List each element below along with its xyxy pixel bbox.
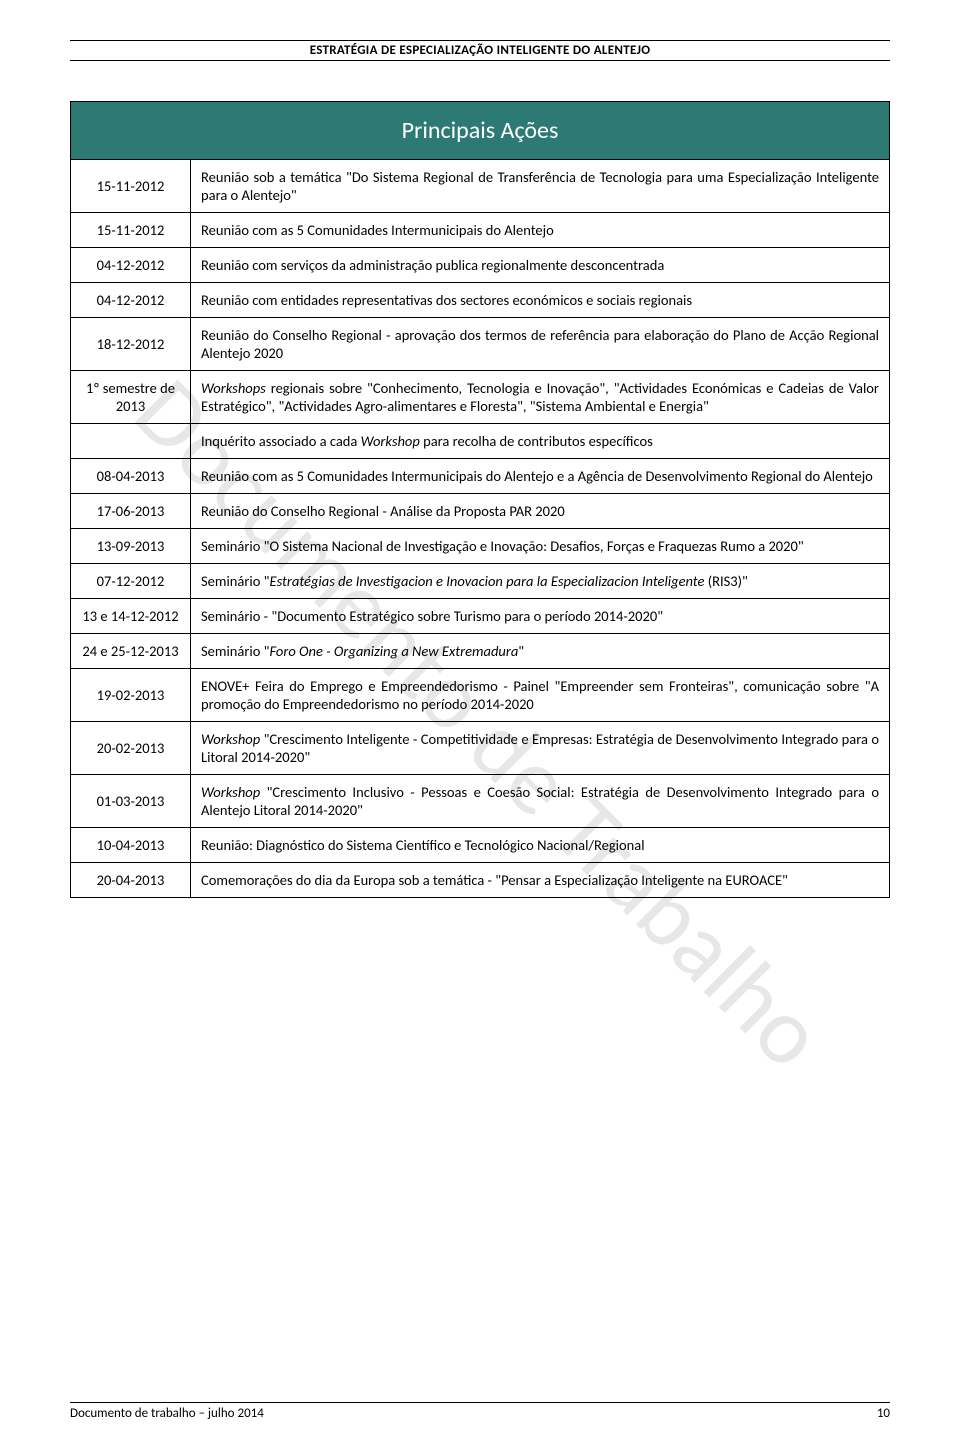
document-page: ESTRATÉGIA DE ESPECIALIZAÇÃO INTELIGENTE… — [0, 0, 960, 1446]
table-row: 18-12-2012Reunião do Conselho Regional -… — [71, 318, 890, 371]
page-footer: Documento de trabalho – julho 2014 10 — [70, 1402, 890, 1421]
table-row: 04-12-2012Reunião com serviços da admini… — [71, 248, 890, 283]
row-description: Reunião com serviços da administração pu… — [191, 248, 890, 283]
table-row: 10-04-2013Reunião: Diagnóstico do Sistem… — [71, 828, 890, 863]
table-row: 01-03-2013Workshop "Crescimento Inclusiv… — [71, 775, 890, 828]
actions-table: Principais Ações 15-11-2012Reunião sob a… — [70, 101, 890, 898]
row-description: Reunião com as 5 Comunidades Intermunici… — [191, 213, 890, 248]
row-description: Seminário - "Documento Estratégico sobre… — [191, 599, 890, 634]
footer-page-number: 10 — [877, 1406, 890, 1421]
row-description: Reunião do Conselho Regional - aprovação… — [191, 318, 890, 371]
row-date: 01-03-2013 — [71, 775, 191, 828]
row-description: Seminário "O Sistema Nacional de Investi… — [191, 529, 890, 564]
row-date: 04-12-2012 — [71, 283, 191, 318]
row-description: Reunião com entidades representativas do… — [191, 283, 890, 318]
table-row: 24 e 25-12-2013Seminário "Foro One - Org… — [71, 634, 890, 669]
table-row: Inquérito associado a cada Workshop para… — [71, 424, 890, 459]
table-row: 20-04-2013Comemorações do dia da Europa … — [71, 863, 890, 898]
page-header-title: ESTRATÉGIA DE ESPECIALIZAÇÃO INTELIGENTE… — [70, 43, 890, 58]
row-date: 20-04-2013 — [71, 863, 191, 898]
row-date: 19-02-2013 — [71, 669, 191, 722]
table-row: 19-02-2013ENOVE+ Feira do Emprego e Empr… — [71, 669, 890, 722]
row-description: Workshop "Crescimento Inteligente - Comp… — [191, 722, 890, 775]
row-date: 13 e 14-12-2012 — [71, 599, 191, 634]
row-description: Seminário "Foro One - Organizing a New E… — [191, 634, 890, 669]
row-description: Reunião com as 5 Comunidades Intermunici… — [191, 459, 890, 494]
row-description: Seminário "Estratégias de Investigacion … — [191, 564, 890, 599]
row-date: 18-12-2012 — [71, 318, 191, 371]
row-description: ENOVE+ Feira do Emprego e Empreendedoris… — [191, 669, 890, 722]
row-date: 1º semestre de 2013 — [71, 371, 191, 424]
table-row: 08-04-2013Reunião com as 5 Comunidades I… — [71, 459, 890, 494]
table-row: 13 e 14-12-2012Seminário - "Documento Es… — [71, 599, 890, 634]
row-date: 13-09-2013 — [71, 529, 191, 564]
row-date: 08-04-2013 — [71, 459, 191, 494]
table-row: 15-11-2012Reunião sob a temática "Do Sis… — [71, 160, 890, 213]
table-row: 15-11-2012Reunião com as 5 Comunidades I… — [71, 213, 890, 248]
row-date: 07-12-2012 — [71, 564, 191, 599]
row-date: 10-04-2013 — [71, 828, 191, 863]
table-row: 1º semestre de 2013Workshops regionais s… — [71, 371, 890, 424]
row-date: 15-11-2012 — [71, 160, 191, 213]
table-row: 20-02-2013Workshop "Crescimento Intelige… — [71, 722, 890, 775]
row-description: Reunião sob a temática "Do Sistema Regio… — [191, 160, 890, 213]
row-date — [71, 424, 191, 459]
table-row: 13-09-2013Seminário "O Sistema Nacional … — [71, 529, 890, 564]
row-description: Inquérito associado a cada Workshop para… — [191, 424, 890, 459]
row-date: 20-02-2013 — [71, 722, 191, 775]
row-description: Reunião: Diagnóstico do Sistema Científi… — [191, 828, 890, 863]
table-body: 15-11-2012Reunião sob a temática "Do Sis… — [71, 160, 890, 898]
row-description: Workshops regionais sobre "Conhecimento,… — [191, 371, 890, 424]
row-date: 15-11-2012 — [71, 213, 191, 248]
row-date: 17-06-2013 — [71, 494, 191, 529]
footer-left: Documento de trabalho – julho 2014 — [70, 1406, 264, 1421]
row-description: Reunião do Conselho Regional - Análise d… — [191, 494, 890, 529]
page-header-rule: ESTRATÉGIA DE ESPECIALIZAÇÃO INTELIGENTE… — [70, 40, 890, 61]
row-description: Workshop "Crescimento Inclusivo - Pessoa… — [191, 775, 890, 828]
row-date: 24 e 25-12-2013 — [71, 634, 191, 669]
table-row: 07-12-2012Seminário "Estratégias de Inve… — [71, 564, 890, 599]
row-date: 04-12-2012 — [71, 248, 191, 283]
table-row: 17-06-2013Reunião do Conselho Regional -… — [71, 494, 890, 529]
row-description: Comemorações do dia da Europa sob a temá… — [191, 863, 890, 898]
table-heading: Principais Ações — [71, 102, 890, 160]
table-row: 04-12-2012Reunião com entidades represen… — [71, 283, 890, 318]
